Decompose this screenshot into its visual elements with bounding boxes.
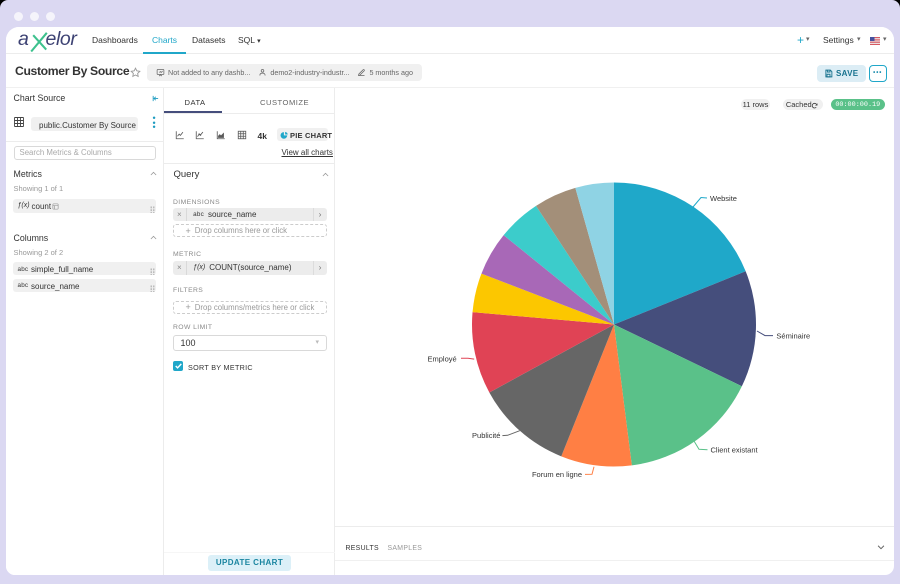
- svg-text:Client existant: Client existant: [711, 446, 759, 455]
- svg-text:Publicité: Publicité: [472, 431, 500, 440]
- svg-text:Employé: Employé: [428, 354, 457, 363]
- svg-text:Website: Website: [710, 194, 737, 203]
- svg-text:Séminaire: Séminaire: [776, 331, 810, 340]
- svg-text:Forum en ligne: Forum en ligne: [532, 470, 582, 479]
